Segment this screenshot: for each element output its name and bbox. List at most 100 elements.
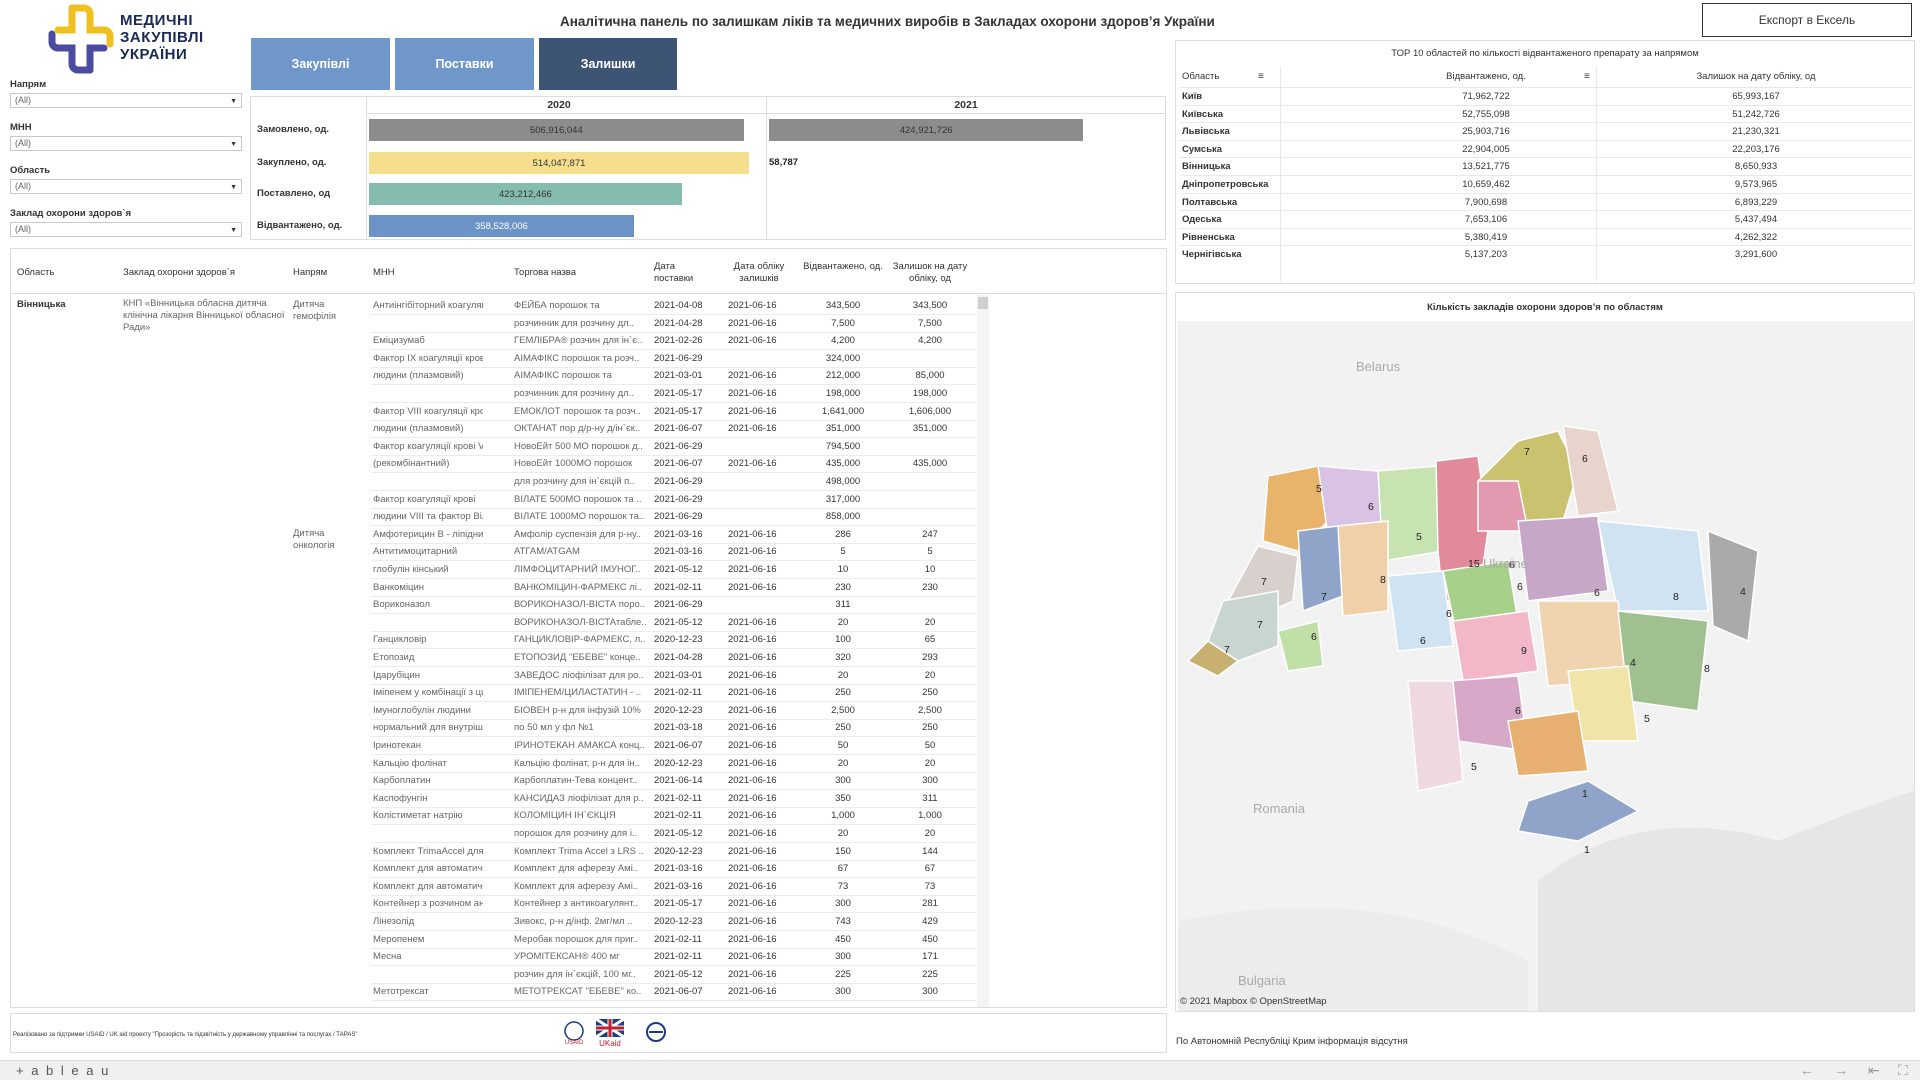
table-row[interactable]: порошок для розчину для і.. 2021-05-12 202… [11,825,1166,843]
table-row[interactable]: Каспофунгін КАНСИДАЗ ліофілізат для р.. 20… [11,790,1166,808]
table-row[interactable]: Фактор коагуляції крові VIII НовоЕйт 500 … [11,438,1166,456]
redo-icon[interactable]: → [1834,1062,1848,1078]
table-row[interactable]: Іринотекан ІРИНОТЕКАН АМАКСА конц.. 2021-0… [11,737,1166,755]
summary-bar-2020[interactable]: 423,212,466 [369,183,682,205]
table-row[interactable]: розчинник для розчину дл.. 2021-05-17 2021… [11,385,1166,403]
table-row[interactable]: Комплект для автоматично.. Комплект для а… [11,878,1166,896]
tab-balances[interactable]: Залишки [539,38,677,90]
table-scrollbar[interactable] [977,295,989,1007]
table-row[interactable]: Кальцію фолінат Кальцію фолінат, р-н для … [11,755,1166,773]
top10-row[interactable]: Чернігівська 5,137,203 3,291,600 [1180,245,1912,263]
map-region-count[interactable]: 5 [1644,713,1650,725]
table-row[interactable]: Іміпенем у комбінації з цил.. ІМІПЕНЕМ/ЦИ… [11,684,1166,703]
table-row[interactable]: ВОРИКОНАЗОЛ-ВІСТАтабле.. 2021-05-12 2021-0… [11,614,1166,632]
top10-row[interactable]: Київська 52,755,098 51,242,726 [1180,104,1912,123]
table-row[interactable]: Еміцизумаб ГЕМЛІБРА® розчин для ін`є.. 202… [11,332,1166,351]
map-region-count[interactable]: 1 [1582,788,1588,800]
top10-row[interactable]: Сумська 22,904,005 22,203,176 [1180,139,1912,158]
table-row[interactable]: Фактор коагуляції крові ВІЛАТЕ 500МО поро… [11,491,1166,509]
table-row[interactable]: людини VIII та фактор Вілл.. ВІЛАТЕ 1000М… [11,508,1166,527]
table-row[interactable]: Фактор VIII коагуляції крові ЕМОКЛОТ поро… [11,403,1166,421]
table-row[interactable]: Ганцикловір ГАНЦИКЛОВІР-ФАРМЕКС, л.. 2020-… [11,631,1166,650]
summary-bar-2020[interactable]: 514,047,871 [369,152,749,174]
map-region-count[interactable]: 9 [1521,645,1527,657]
table-row[interactable]: Колістиметат натрію КОЛОМІЦИН ІН`ЄКЦІЯ 202… [11,807,1166,826]
table-row[interactable]: Етопозид ЕТОПОЗИД "ЕБЕВЕ" конце.. 2021-04-… [11,649,1166,667]
revert-icon[interactable]: ⇤ [1868,1062,1880,1078]
map-region-count[interactable]: 6 [1517,581,1523,593]
table-row[interactable]: Карбоплатин Карбоплатин-Тева концент.. 202… [11,772,1166,791]
top10-row[interactable]: Рівненська 5,380,419 4,262,322 [1180,227,1912,246]
map-region-count[interactable]: 7 [1321,591,1327,603]
map-region-count[interactable]: 8 [1380,574,1386,586]
table-row[interactable]: Комплект TrimaAccel для т.. Комплект Trim… [11,843,1166,861]
top10-row[interactable]: Дніпропетровська 10,659,462 9,573,965 [1180,175,1912,193]
map-region-count[interactable]: 7 [1224,644,1230,656]
map-region-count[interactable]: 6 [1446,608,1452,620]
map-region-count[interactable]: 5 [1416,531,1422,543]
table-row[interactable]: Ванкоміцин ВАНКОМІЦИН-ФАРМЕКС лі.. 2021-02… [11,579,1166,597]
table-row[interactable]: розчинник для розчину дл.. 2021-04-28 2021… [11,315,1166,333]
map-region-count[interactable]: 15 [1468,558,1480,570]
table-row[interactable]: Фактор IX коагуляції крові АІМАФІКС порош… [11,350,1166,368]
filter-inn-select[interactable]: (All) ▼ [10,136,242,151]
summary-bar-2020[interactable]: 358,528,006 [369,215,634,237]
table-row[interactable]: Комплект для автоматично.. Комплект для а… [11,860,1166,879]
table-row[interactable]: Контейнер з розчином ант.. Контейнер з ан… [11,895,1166,914]
table-row[interactable]: Імуноглобулін людини БІОВЕН р-н для інфуз… [11,702,1166,720]
table-row[interactable]: Меропенем Меробак порошок для приг.. 2021-… [11,931,1166,949]
map-region-count[interactable]: 7 [1261,576,1267,588]
undo-icon[interactable]: ← [1800,1062,1814,1078]
filter-facility-select[interactable]: (All) ▼ [10,222,242,237]
map-region-count[interactable]: 4 [1630,657,1636,669]
tableau-logo[interactable]: + a b l e a u [16,1063,111,1078]
top10-row[interactable]: Львівська 25,903,716 21,230,321 [1180,122,1912,140]
top10-row[interactable]: Вінницька 13,521,775 8,650,933 [1180,157,1912,175]
fullscreen-icon[interactable]: ⛶ [1898,1062,1908,1078]
map-region-count[interactable]: 4 [1740,586,1746,598]
map-canvas[interactable]: 5 6 5 7 6 7 15 6 7 8 6 6 6 8 4 6 7 9 6 7 8 4 6 5 5 1 1 Belarus Ukr… [1178,321,1914,1011]
table-row[interactable]: людини (плазмовий) ОКТАНАТ пор д/р-ну д/і… [11,420,1166,439]
map-region-count[interactable]: 7 [1524,446,1530,458]
ukraine-regions-map-svg[interactable] [1178,321,1914,1011]
table-row[interactable]: Ідарубіцин ЗАВЕДОС ліофілізат для ро.. 202… [11,667,1166,685]
map-region-count[interactable]: 6 [1582,453,1588,465]
map-region-count[interactable]: 6 [1515,705,1521,717]
map-region-count[interactable]: 5 [1316,483,1322,495]
export-excel-button[interactable]: Експорт в Ексель [1702,3,1912,37]
table-row[interactable]: Антиінгібіторний коагулянтний комплекс ФЕ… [11,297,1166,315]
map-region-count[interactable]: 8 [1673,591,1679,603]
table-row[interactable]: глобулін кінський ЛІМФОЦИТАРНИЙ ІМУНОГ.. 2… [11,561,1166,579]
sort-icon[interactable]: ≡ [1258,71,1264,82]
table-row[interactable]: Антитимоцитарний АТГАМ/ATGAM 2021-03-16 202… [11,543,1166,562]
filter-region-select[interactable]: (All) ▼ [10,179,242,194]
filter-direction-select[interactable]: (All) ▼ [10,93,242,108]
table-row[interactable]: Амфотерицин В - ліпідний .. Амфолір суспе… [11,526,1166,544]
map-region-count[interactable]: 6 [1420,635,1426,647]
tab-purchases[interactable]: Закупівлі [251,38,390,90]
map-region-count[interactable]: 6 [1509,559,1515,571]
map-region-count[interactable]: 8 [1704,663,1710,675]
table-row[interactable]: нормальний для внутрішнь.. по 50 мл у фл … [11,719,1166,738]
map-region-count[interactable]: 6 [1368,501,1374,513]
top10-row[interactable]: Одеська 7,653,106 5,437,494 [1180,210,1912,228]
map-region-count[interactable]: 5 [1471,761,1477,773]
summary-bar-2020[interactable]: 506,916,044 [369,119,744,141]
map-region-count[interactable]: 6 [1594,587,1600,599]
top10-row[interactable]: Київ 71,962,722 65,993,167 [1180,87,1912,105]
table-row[interactable]: для розчину для ін`єкцій п.. 2021-06-29 49… [11,473,1166,491]
map-region-count[interactable]: 7 [1257,619,1263,631]
table-row[interactable]: Лінезолід Зивокс, р-н д/інф. 2мг/мл .. 202… [11,913,1166,931]
table-row[interactable]: (рекомбінантний) НовоЕйт 1000МО порошок 20… [11,455,1166,474]
table-row[interactable]: Месна УРОМІТЕКСАН® 400 мг 2021-02-11 2021-0… [11,948,1166,967]
table-row[interactable]: розчин для ін`єкцій, 100 мг.. 2021-05-12 2… [11,966,1166,984]
map-region-count[interactable]: 6 [1311,631,1317,643]
table-row[interactable]: Метотрексат МЕТОТРЕКСАТ "ЕБЕВЕ" ко.. 2021-… [11,983,1166,1002]
table-row[interactable]: людини (плазмовий) АІМАФІКС порошок та 202… [11,367,1166,386]
summary-bar-2021[interactable]: 424,921,726 [769,119,1084,141]
map-region-count[interactable]: 1 [1584,844,1590,856]
top10-row[interactable]: Полтавська 7,900,698 6,893,229 [1180,192,1912,211]
sort-icon[interactable]: ≡ [1584,71,1590,82]
tab-deliveries[interactable]: Поставки [395,38,534,90]
table-row[interactable]: Вориконазол ВОРИКОНАЗОЛ-ВІСТА поро.. 2021-… [11,596,1166,615]
